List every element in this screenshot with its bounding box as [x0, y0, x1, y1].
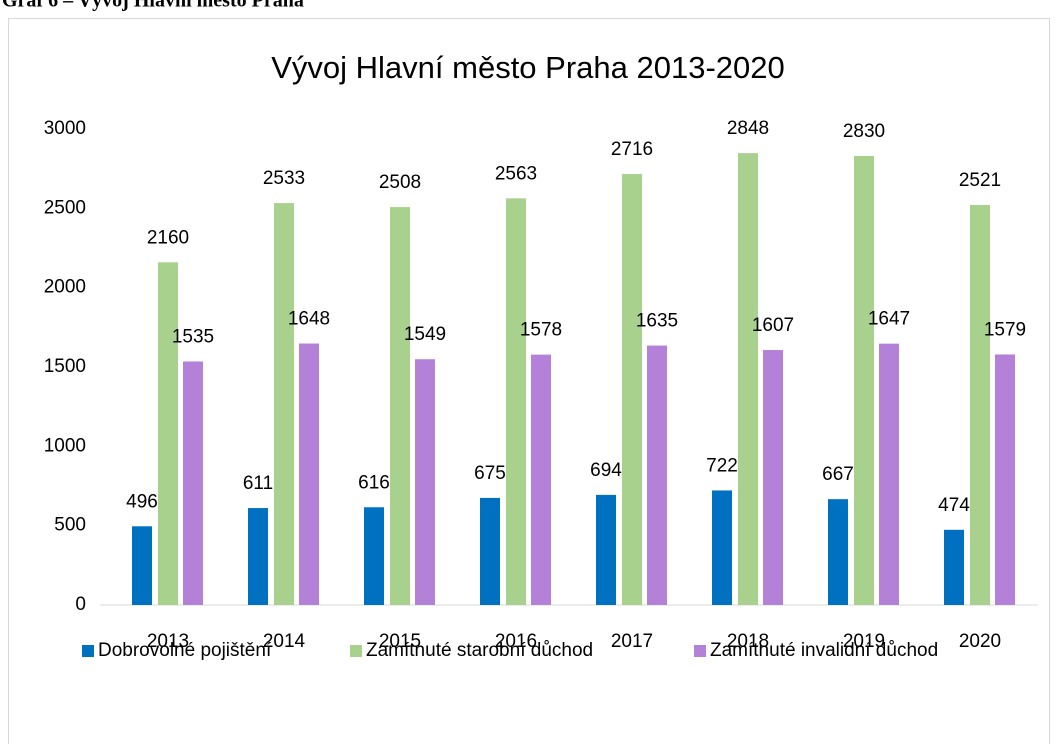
value-label: 1549	[404, 324, 446, 345]
bar	[415, 359, 435, 605]
value-label: 2533	[263, 168, 305, 189]
legend-swatch	[694, 645, 706, 657]
bar	[712, 490, 732, 605]
value-label: 722	[706, 455, 738, 476]
bar	[970, 205, 990, 605]
bar	[274, 203, 294, 605]
y-tick-label: 2000	[44, 277, 86, 298]
x-tick-label: 2017	[611, 631, 653, 652]
chart-border	[8, 18, 1050, 744]
value-label: 1635	[636, 311, 678, 332]
bar	[364, 507, 384, 605]
bar	[183, 361, 203, 605]
bar	[248, 508, 268, 605]
bar	[390, 207, 410, 605]
legend-label: Dobrovolné pojištění	[98, 640, 272, 661]
x-tick-label: 2020	[959, 631, 1001, 652]
value-label: 2848	[727, 118, 769, 139]
bar	[738, 153, 758, 605]
bar	[763, 350, 783, 605]
x-tick-label: 2015	[379, 631, 421, 652]
bar	[299, 343, 319, 605]
bar	[158, 262, 178, 605]
bar	[531, 354, 551, 605]
bar	[480, 497, 500, 605]
bar	[995, 354, 1015, 605]
y-tick-label: 1500	[44, 356, 86, 377]
value-label: 616	[358, 472, 390, 493]
legend-swatch	[82, 645, 94, 657]
value-label: 2563	[495, 163, 537, 184]
x-tick-label: 2013	[147, 631, 189, 652]
value-label: 1579	[984, 319, 1026, 340]
value-label: 1647	[868, 309, 910, 330]
value-label: 1648	[288, 309, 330, 330]
value-label: 2160	[147, 227, 189, 248]
y-tick-label: 1000	[44, 435, 86, 456]
value-label: 675	[474, 463, 506, 484]
bar	[647, 345, 667, 605]
value-label: 2830	[843, 121, 885, 142]
legend-label: Zamítnuté invalidní důchod	[710, 640, 938, 661]
bar	[879, 343, 899, 605]
value-label: 1578	[520, 320, 562, 341]
bar	[596, 494, 616, 605]
bar	[854, 155, 874, 605]
y-tick-label: 0	[75, 594, 86, 615]
x-tick-label: 2014	[263, 631, 306, 652]
bar	[944, 529, 964, 605]
legend-label: Zamítnuté starobní důchod	[366, 640, 593, 661]
y-tick-label: 500	[54, 515, 86, 536]
bar	[622, 174, 642, 605]
y-tick-label: 3000	[44, 118, 86, 139]
value-label: 496	[126, 491, 158, 512]
value-label: 667	[822, 464, 854, 485]
x-tick-label: 2016	[495, 631, 537, 652]
value-label: 611	[243, 473, 273, 494]
bar	[132, 526, 152, 605]
x-tick-label: 2018	[727, 631, 769, 652]
value-label: 474	[938, 495, 970, 516]
bar	[506, 198, 526, 605]
bar	[828, 499, 848, 605]
value-label: 2521	[959, 170, 1001, 191]
value-label: 694	[590, 460, 622, 481]
value-label: 1535	[172, 326, 214, 347]
chart-title: Vývoj Hlavní město Praha 2013-2020	[271, 50, 785, 85]
value-label: 2508	[379, 172, 421, 193]
y-tick-label: 2500	[44, 197, 86, 218]
x-tick-label: 2019	[843, 631, 885, 652]
caption: Graf 6 – Vývoj Hlavní město Praha	[2, 0, 304, 12]
value-label: 2716	[611, 139, 653, 160]
legend-swatch	[350, 645, 362, 657]
value-label: 1607	[752, 315, 794, 336]
